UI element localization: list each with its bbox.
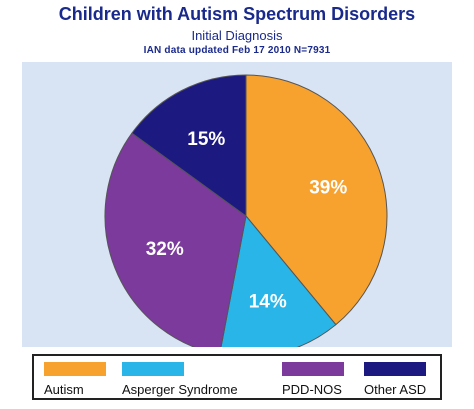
pie-slice-autism [245, 74, 388, 326]
legend: Autism Asperger Syndrome PDD-NOS Other A… [32, 354, 442, 400]
legend-label-autism: Autism [44, 382, 84, 397]
legend-label-other-asd: Other ASD [364, 382, 427, 397]
pie-slice-pdd-nos [104, 132, 247, 347]
legend-swatch-autism [44, 362, 106, 376]
chart-subtitle: Initial Diagnosis [191, 28, 283, 43]
legend-swatch-pdd-nos [282, 362, 344, 376]
pie-label-pdd-nos: 32% [146, 239, 184, 260]
plot-area: 39% 14% 32% 15% [22, 62, 452, 347]
pie-label-asperger: 14% [249, 292, 287, 313]
legend-label-asperger: Asperger Syndrome [122, 382, 238, 397]
pie-slice-asperger [220, 214, 337, 347]
pie-slice-other-asd [131, 74, 247, 217]
pie-label-other-asd: 15% [187, 129, 225, 150]
pie-label-autism: 39% [309, 177, 347, 198]
legend-swatch-other-asd [364, 362, 426, 376]
pie-chart: 39% 14% 32% 15% [104, 74, 388, 347]
chart-title: Children with Autism Spectrum Disorders [58, 4, 416, 24]
legend-swatch-asperger [122, 362, 184, 376]
data-source-note: IAN data updated Feb 17 2010 N=7931 [143, 45, 331, 56]
legend-label-pdd-nos: PDD-NOS [282, 382, 342, 397]
